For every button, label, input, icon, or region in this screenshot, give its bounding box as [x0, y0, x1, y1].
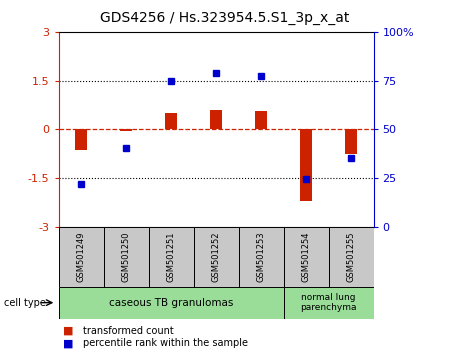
Text: GSM501252: GSM501252	[212, 232, 220, 282]
Text: transformed count: transformed count	[83, 326, 174, 336]
Text: GSM501255: GSM501255	[346, 232, 356, 282]
Bar	[284, 287, 374, 319]
Text: GSM501250: GSM501250	[122, 232, 130, 282]
Text: GSM501251: GSM501251	[166, 232, 176, 282]
Bar	[210, 110, 222, 129]
Text: caseous TB granulomas: caseous TB granulomas	[109, 298, 233, 308]
Bar	[300, 129, 312, 201]
Bar	[238, 227, 284, 287]
Bar	[148, 227, 194, 287]
Bar	[165, 113, 177, 129]
Bar	[284, 227, 328, 287]
Bar	[120, 129, 132, 131]
Text: GSM501254: GSM501254	[302, 232, 310, 282]
Text: ■: ■	[63, 326, 73, 336]
Text: cell type: cell type	[4, 298, 46, 308]
Bar	[104, 227, 148, 287]
Bar	[58, 227, 104, 287]
Text: percentile rank within the sample: percentile rank within the sample	[83, 338, 248, 348]
Bar	[194, 227, 238, 287]
Text: GSM501253: GSM501253	[256, 231, 266, 282]
Text: ■: ■	[63, 338, 73, 348]
Bar	[255, 112, 267, 129]
Bar	[75, 129, 87, 150]
Bar	[328, 227, 374, 287]
Bar	[345, 129, 357, 154]
Bar	[58, 287, 284, 319]
Text: GDS4256 / Hs.323954.5.S1_3p_x_at: GDS4256 / Hs.323954.5.S1_3p_x_at	[100, 11, 350, 25]
Text: GSM501249: GSM501249	[76, 232, 86, 282]
Text: normal lung
parenchyma: normal lung parenchyma	[300, 293, 357, 312]
